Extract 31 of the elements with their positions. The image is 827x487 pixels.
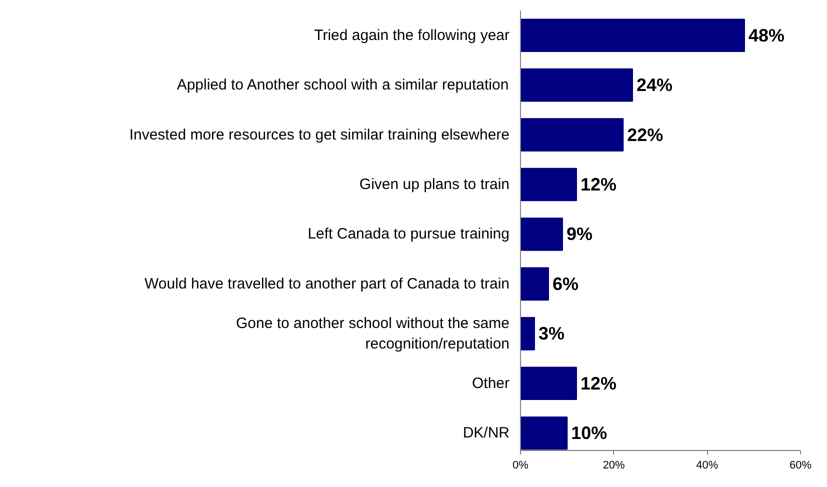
- y-tick-label: Applied to Another school with a similar reputation: [176, 76, 509, 94]
- y-tick-label: Other: [472, 374, 510, 392]
- data-label: 10%: [571, 423, 608, 444]
- data-label: 24%: [636, 75, 673, 96]
- y-tick-label: Given up plans to train: [359, 176, 510, 194]
- bar: [520, 416, 568, 450]
- x-tick-label: 40%: [696, 460, 718, 472]
- y-tick-label: Invested more resources to get similar training elsewhere: [129, 126, 510, 144]
- y-tick-label: DK/NR: [462, 424, 510, 442]
- data-label: 9%: [566, 224, 593, 244]
- data-label: 12%: [580, 373, 617, 394]
- bar: [520, 317, 535, 350]
- y-tick-label: Left Canada to pursue training: [308, 226, 510, 243]
- bar: [520, 118, 624, 152]
- y-tick-label: Would have travelled to another part of Canada to train: [144, 275, 510, 292]
- bar: [520, 218, 563, 251]
- data-label: 22%: [627, 124, 664, 145]
- data-label: 12%: [580, 174, 617, 195]
- bar: [520, 68, 633, 102]
- bar: [520, 267, 549, 301]
- x-tick-label: 20%: [602, 460, 626, 472]
- y-tick-label: Gone to another school without the same recognition/reputation: [236, 314, 510, 352]
- bar: [520, 168, 577, 202]
- x-tick-label: 0%: [512, 460, 529, 472]
- y-tick-label: Tried again the following year: [314, 26, 510, 44]
- bar: [520, 18, 745, 52]
- data-label: 48%: [748, 25, 785, 46]
- x-tick-label: 60%: [789, 460, 812, 472]
- data-label: 3%: [538, 324, 565, 344]
- bar: [520, 366, 577, 400]
- data-label: 6%: [552, 274, 579, 294]
